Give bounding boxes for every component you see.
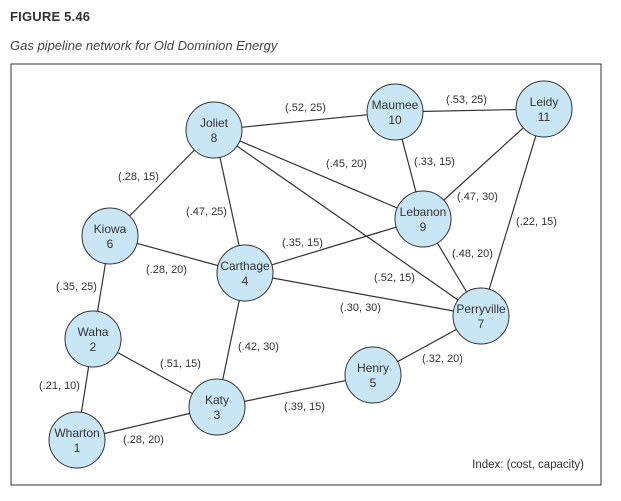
edge-label-11-7: (.22, 15) (516, 216, 557, 228)
node-name: Maumee (372, 98, 419, 112)
node-circle (394, 190, 452, 248)
edge-label-9-7: (.48, 20) (452, 248, 493, 260)
edge-label-8-4: (.47, 25) (186, 206, 227, 218)
node-number: 2 (90, 340, 97, 354)
diagram-frame (10, 63, 602, 486)
node-name: Lebanon (400, 205, 447, 219)
node-number: 5 (370, 376, 377, 390)
figure-caption: Gas pipeline network for Old Dominion En… (10, 38, 278, 53)
node-number: 1 (74, 441, 81, 455)
edge-label-8-10: (.52, 25) (285, 102, 326, 114)
node-name: Waha (78, 325, 109, 339)
edge-label-6-2: (.35, 25) (56, 281, 97, 293)
node-number: 3 (214, 408, 221, 422)
node-number: 4 (242, 274, 249, 288)
node-name: Leidy (530, 95, 559, 109)
edge-label-9-11: (.47, 30) (457, 191, 498, 203)
edge-label-8-7: (.52, 15) (374, 272, 415, 284)
edge-label-4-7: (.30, 30) (340, 302, 381, 314)
node-name: Katy (205, 393, 229, 407)
edge-label-5-7: (.32, 20) (422, 353, 463, 365)
node-name: Kiowa (94, 222, 127, 236)
node-number: 11 (538, 110, 551, 124)
node-name: Wharton (54, 426, 99, 440)
pipeline-edge-8-7 (213, 129, 482, 317)
node-circle (185, 101, 243, 159)
figure-label: FIGURE 5.46 (10, 9, 91, 24)
edge-label-8-6: (.28, 15) (118, 171, 159, 183)
node-circle (81, 207, 139, 265)
edge-label-10-9: (.33, 15) (414, 156, 455, 168)
pipeline-edge-4-9 (244, 218, 424, 274)
node-circle (515, 80, 573, 138)
node-circle (344, 346, 402, 404)
node-name: Henry (357, 361, 389, 375)
pipeline-edge-8-9 (213, 129, 424, 220)
pipeline-edge-4-7 (244, 272, 482, 317)
node-name: Joliet (200, 116, 229, 130)
edge-label-8-9: (.45, 20) (326, 158, 367, 170)
node-circle (48, 411, 106, 469)
node-circle (64, 310, 122, 368)
node-circle (452, 287, 510, 345)
node-number: 7 (478, 317, 485, 331)
edge-label-4-9: (.35, 15) (282, 237, 323, 249)
node-circle (188, 378, 246, 436)
index-legend: Index: (cost, capacity) (472, 459, 584, 471)
node-circle (366, 83, 424, 141)
node-number: 10 (388, 113, 402, 127)
edge-label-1-3: (.28, 20) (123, 434, 164, 446)
node-circle (216, 244, 274, 302)
edge-label-2-3: (.51, 15) (160, 358, 201, 370)
edge-label-10-11: (.53, 25) (446, 94, 487, 106)
edge-labels-layer: (.52, 25) (.53, 25) (.28, 15) (.45, 20) (.33… (39, 94, 557, 446)
node-name: Carthage (220, 259, 270, 273)
node-number: 6 (107, 237, 114, 251)
pipeline-edge-11-7 (480, 108, 545, 317)
edge-label-6-4: (.28, 20) (146, 264, 187, 276)
node-number: 9 (420, 220, 427, 234)
edge-label-3-5: (.39, 15) (284, 401, 325, 413)
edge-label-2-1: (.21, 10) (39, 380, 80, 392)
node-name: Perryville (456, 302, 506, 316)
edge-label-4-3: (.42, 30) (238, 341, 279, 353)
pipeline-edge-8-10 (213, 111, 396, 131)
node-number: 8 (211, 131, 218, 145)
